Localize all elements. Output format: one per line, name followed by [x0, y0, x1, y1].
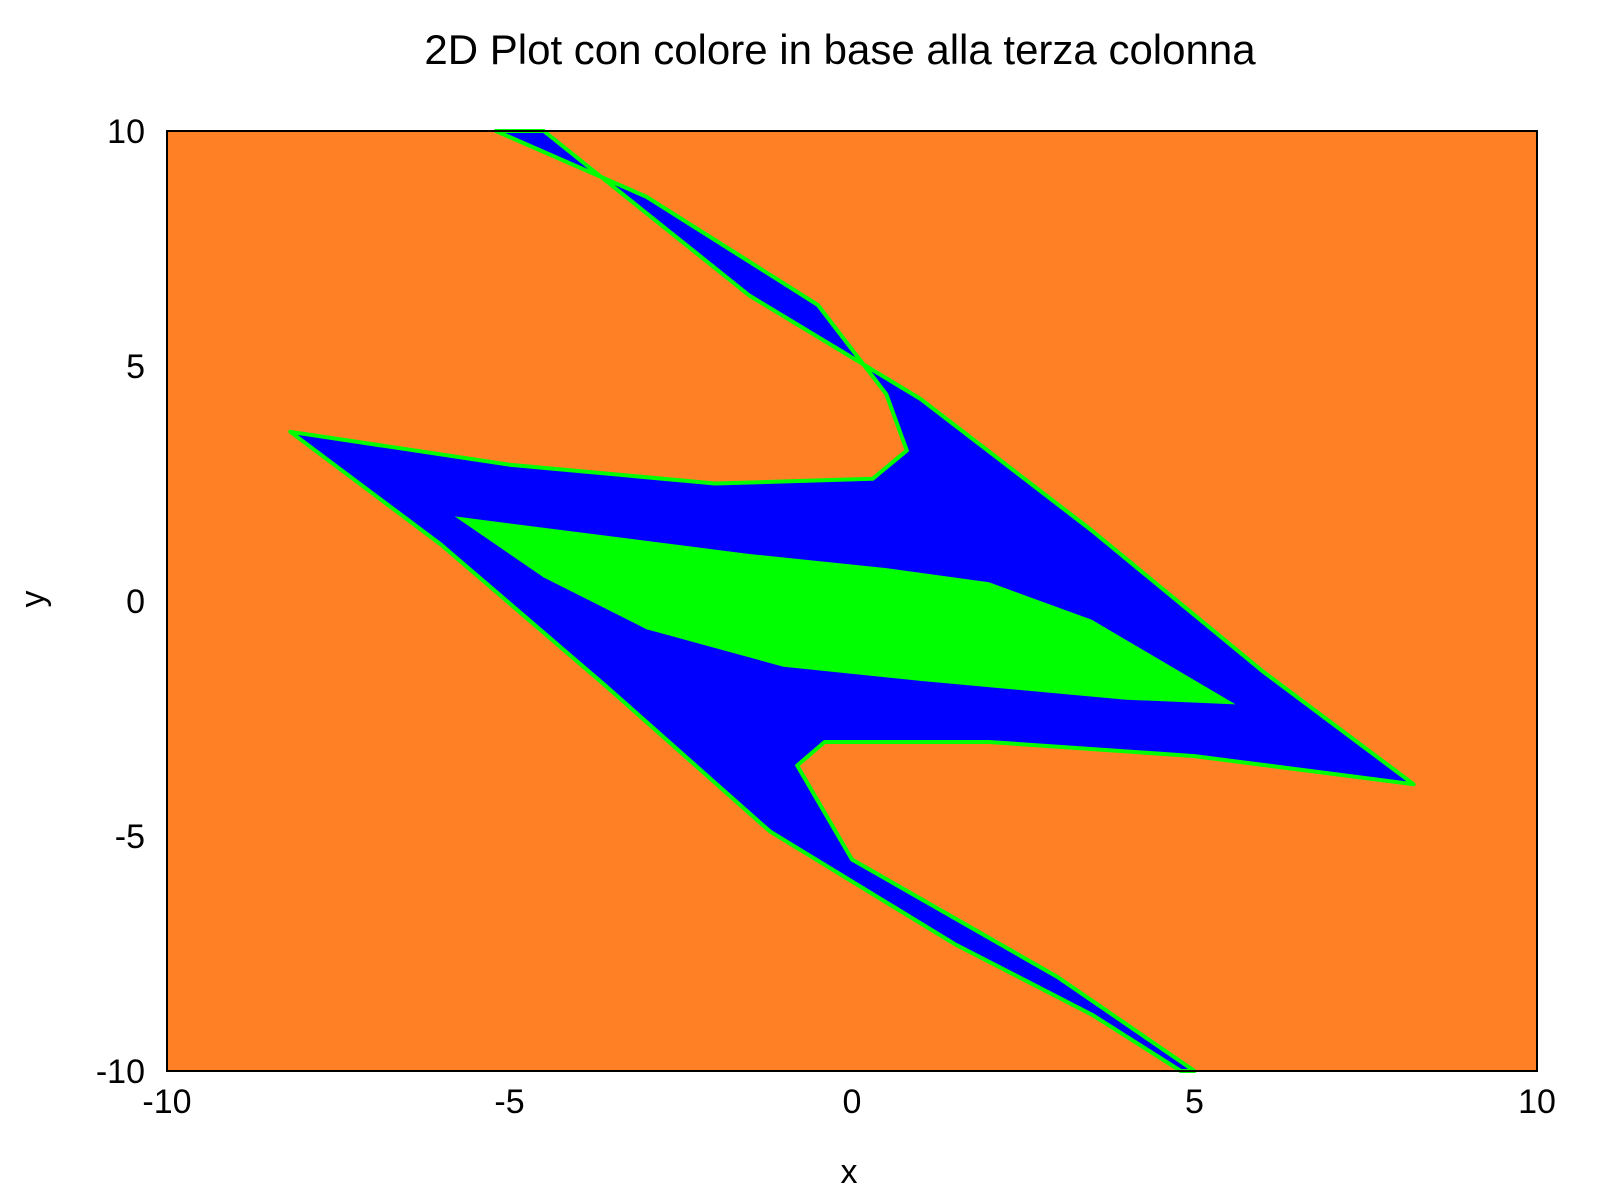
- y-tick-label: -5: [115, 818, 145, 856]
- y-tick-label: 10: [107, 113, 145, 151]
- plot-area: [167, 129, 1537, 1073]
- axis-ticks: -10 -5 0 5 10 10 5 0 -5 -10: [96, 113, 1556, 1121]
- heatmap-region-green: [454, 516, 1236, 705]
- chart-title: 2D Plot con colore in base alla terza co…: [424, 26, 1256, 73]
- y-axis-label: y: [14, 591, 52, 608]
- x-tick-label: -5: [494, 1083, 524, 1121]
- x-tick-label: 5: [1185, 1083, 1204, 1121]
- y-tick-label: -10: [96, 1053, 145, 1091]
- x-tick-label: -10: [142, 1083, 191, 1121]
- y-tick-label: 0: [126, 583, 145, 621]
- x-tick-label: 0: [843, 1083, 862, 1121]
- x-axis-label: x: [841, 1153, 858, 1191]
- x-tick-label: 10: [1518, 1083, 1556, 1121]
- y-tick-label: 5: [126, 348, 145, 386]
- plot-frame: [166, 130, 1538, 1072]
